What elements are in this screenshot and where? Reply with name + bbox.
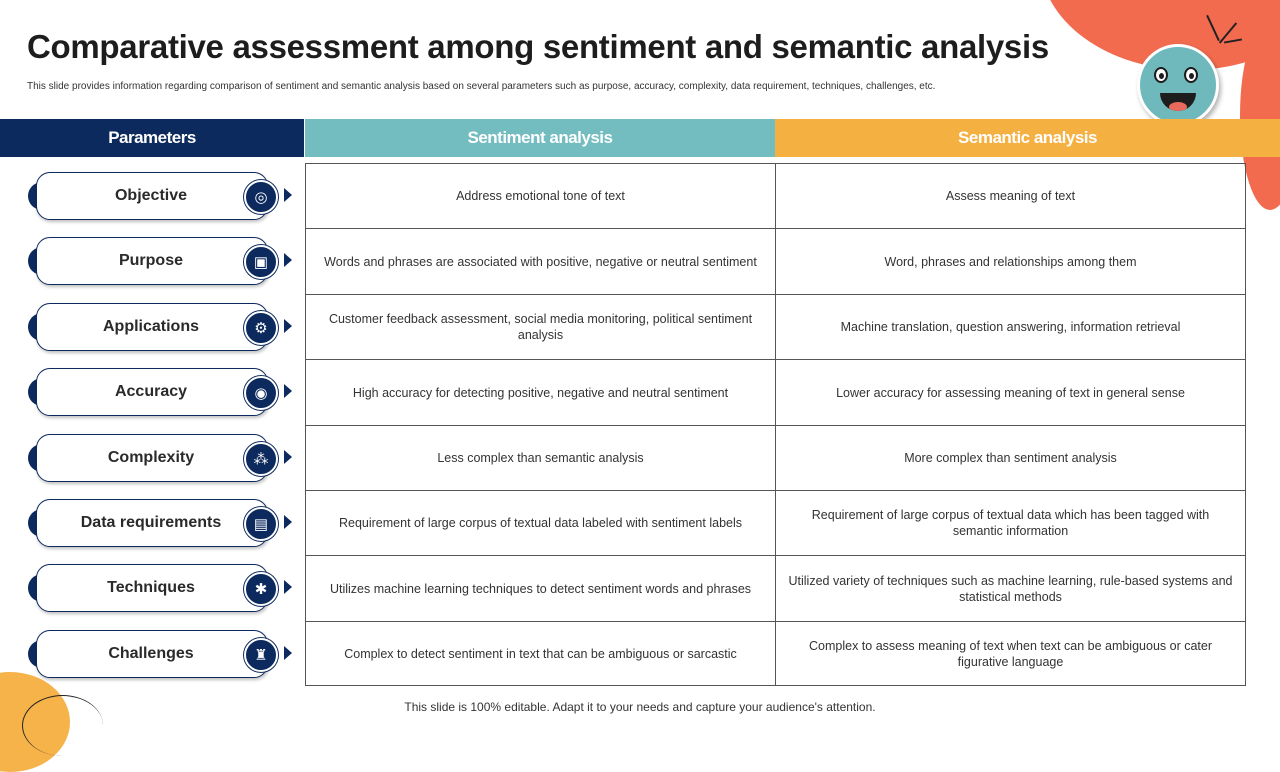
sentiment-cell: Utilizes machine learning techniques to … <box>306 556 776 621</box>
parameter-item: Accuracy ◉ <box>28 368 293 416</box>
parameter-label: Objective <box>114 187 188 204</box>
sentiment-cell: Requirement of large corpus of textual d… <box>306 491 776 555</box>
settings-window-icon: ⚙ <box>244 311 278 345</box>
network-icon: ⁂ <box>244 442 278 476</box>
parameter-item: Data requirements ▤ <box>28 499 293 547</box>
table-row: Complex to detect sentiment in text that… <box>306 622 1245 685</box>
semantic-cell: Requirement of large corpus of textual d… <box>811 508 1210 538</box>
parameter-pill <box>36 368 268 416</box>
parameter-item: Complexity ⁂ <box>28 434 293 482</box>
sentiment-cell: High accuracy for detecting positive, ne… <box>306 360 776 425</box>
parameter-pill <box>36 303 268 351</box>
header-sentiment-analysis: Sentiment analysis <box>305 119 775 157</box>
sentiment-cell: Less complex than semantic analysis <box>306 426 776 490</box>
header-parameters: Parameters <box>0 119 304 157</box>
semantic-cell: More complex than sentiment analysis <box>904 451 1117 465</box>
parameter-item: Techniques ✱ <box>28 564 293 612</box>
parameter-label: Challenges <box>108 645 194 662</box>
arrow-right-icon <box>284 646 292 660</box>
arrow-right-icon <box>284 384 292 398</box>
footer-note: This slide is 100% editable. Adapt it to… <box>404 700 876 714</box>
parameter-item: Applications ⚙ <box>28 303 293 351</box>
table-row: Utilizes machine learning techniques to … <box>306 556 1245 622</box>
accuracy-gauge-icon: ◉ <box>244 376 278 410</box>
parameter-pill <box>36 172 268 220</box>
data-icon: ▤ <box>244 507 278 541</box>
arrow-right-icon <box>284 319 292 333</box>
arrow-right-icon <box>284 515 292 529</box>
semantic-cell: Word, phrases and relationships among th… <box>884 254 1137 269</box>
parameter-pill <box>36 434 268 482</box>
parameter-pill <box>36 499 268 547</box>
table-row: Less complex than semantic analysis More … <box>306 426 1245 491</box>
parameter-item: Challenges ♜ <box>28 630 293 678</box>
header-semantic-analysis: Semantic analysis <box>775 119 1280 157</box>
semantic-cell: Lower accuracy for assessing meaning of … <box>836 385 1185 400</box>
page-subtitle: This slide provides information regardin… <box>27 81 936 92</box>
table-row: Words and phrases are associated with po… <box>306 229 1245 295</box>
table-row: Customer feedback assessment, social med… <box>306 295 1245 360</box>
sentiment-cell: Complex to detect sentiment in text that… <box>306 622 776 685</box>
semantic-cell: Assess meaning of text <box>945 189 1076 203</box>
arrow-right-icon <box>284 580 292 594</box>
parameter-label: Complexity <box>107 449 195 466</box>
sentiment-cell: Customer feedback assessment, social med… <box>306 295 776 359</box>
parameter-item: Purpose ▣ <box>28 237 293 285</box>
parameter-label: Applications <box>102 318 199 335</box>
comparison-table: Address emotional tone of text Assess mea… <box>305 163 1246 686</box>
semantic-cell: Complex to assess meaning of text when t… <box>809 638 1212 669</box>
decorative-blob-right-edge <box>1240 20 1280 210</box>
parameter-label: Data requirements <box>80 514 222 531</box>
arrow-right-icon <box>284 253 292 267</box>
parameter-label: Techniques <box>107 579 195 596</box>
page-title: Comparative assessment among sentiment a… <box>27 28 1049 65</box>
sentiment-cell: Address emotional tone of text <box>306 164 776 228</box>
challenge-chart-icon: ♜ <box>244 638 278 672</box>
head-gears-icon: ✱ <box>244 572 278 606</box>
arrow-right-icon <box>284 188 292 202</box>
semantic-cell: Machine translation, question answering,… <box>840 320 1181 334</box>
sentiment-cell: Words and phrases are associated with po… <box>306 229 776 294</box>
semantic-cell: Utilized variety of techniques such as m… <box>788 573 1233 604</box>
target-icon: ◎ <box>244 180 278 214</box>
table-row: High accuracy for detecting positive, ne… <box>306 360 1245 426</box>
presentation-icon: ▣ <box>244 245 278 279</box>
table-row: Requirement of large corpus of textual d… <box>306 491 1245 556</box>
parameter-pill <box>36 630 268 678</box>
parameter-item: Objective ◎ <box>28 172 293 220</box>
arrow-right-icon <box>284 450 292 464</box>
parameter-pill <box>36 564 268 612</box>
parameter-label: Purpose <box>118 252 183 269</box>
parameter-label: Accuracy <box>114 383 188 400</box>
table-header: Parameters Sentiment analysis Semantic a… <box>0 119 1280 157</box>
smiley-face-icon <box>1137 44 1219 126</box>
table-row: Address emotional tone of text Assess mea… <box>306 164 1245 229</box>
